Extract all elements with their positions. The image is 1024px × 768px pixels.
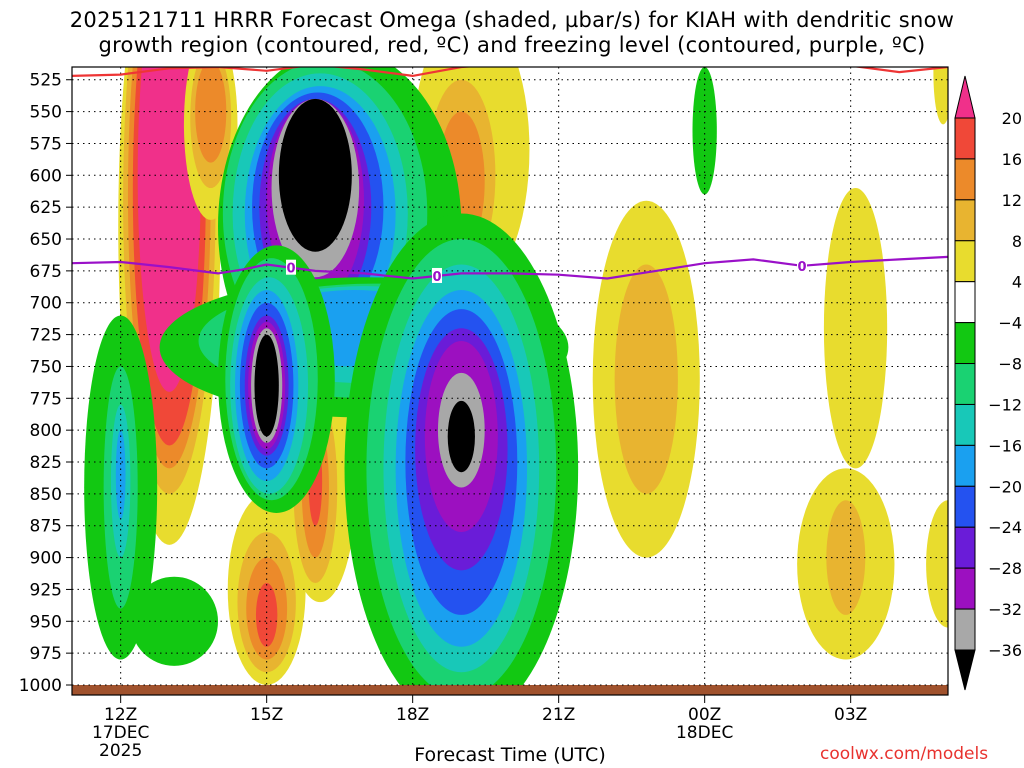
- freezing-level-line: [72, 255, 948, 280]
- omega-negative-region: [254, 334, 279, 437]
- colorbar-bin: [954, 608, 976, 651]
- y-tick-label: 850: [30, 485, 62, 505]
- contour-label-background: [797, 257, 807, 273]
- contour-label-background: [432, 267, 442, 283]
- colorbar-label: 20: [1002, 109, 1022, 128]
- y-axis-ticks: 525 550 575 600 625 650 675 700 725 750 775 800 825 8…: [19, 71, 72, 696]
- colorbar-bottom-arrow: [954, 649, 976, 691]
- freezing-level-contour-label: 0: [797, 260, 806, 275]
- y-tick-label: 600: [30, 166, 62, 186]
- colorbar-bin: [954, 322, 976, 365]
- colorbar-label: −20: [988, 477, 1022, 496]
- y-tick-label: 900: [30, 549, 62, 569]
- x-tick-date-label: 17DEC: [92, 723, 149, 743]
- y-tick-label: 950: [30, 612, 62, 632]
- omega-positive-region: [195, 67, 227, 163]
- watermark-link[interactable]: coolwx.com/models: [820, 744, 989, 764]
- colorbar-label: −12: [988, 395, 1022, 414]
- colorbar-bin: [954, 240, 976, 283]
- x-tick-label: 21Z: [542, 705, 575, 725]
- omega-positive-region: [255, 583, 278, 647]
- y-tick-label: 750: [30, 357, 62, 377]
- x-tick-label: 18Z: [396, 705, 429, 725]
- chart-title-line-2: growth region (contoured, red, ºC) and f…: [98, 33, 926, 57]
- freezing-level-contour-label: 0: [432, 270, 441, 285]
- x-tick-label: 00Z: [688, 705, 721, 725]
- y-tick-label: 625: [30, 198, 62, 218]
- chart-title-line-1: 2025121711 HRRR Forecast Omega (shaded, …: [69, 8, 955, 32]
- y-tick-label: 975: [30, 644, 62, 664]
- colorbar-label: 4: [1012, 273, 1022, 292]
- colorbar-label: −32: [988, 600, 1022, 619]
- colorbar-bin: [954, 444, 976, 487]
- colorbar-bin: [954, 363, 976, 405]
- x-axis-label: Forecast Time (UTC): [414, 744, 606, 766]
- omega-negative-region: [130, 576, 218, 666]
- y-tick-label: 525: [30, 71, 62, 91]
- y-tick-label: 800: [30, 421, 62, 441]
- ground-surface: [72, 685, 948, 695]
- x-tick-year-label: 2025: [99, 741, 142, 761]
- colorbar-label: 16: [1002, 150, 1022, 169]
- omega-positive-region: [933, 67, 948, 125]
- plot-frame: [71, 66, 949, 696]
- y-tick-label: 875: [30, 517, 62, 537]
- y-tick-label: 925: [30, 580, 62, 600]
- colorbar-bin: [954, 526, 976, 569]
- colorbar-top-arrow: [954, 75, 976, 119]
- colorbar-bin: [954, 281, 976, 324]
- colorbar: 20 16 12 8 4 −4 −8 −12 −16 −20 −24 −28 −32 −36: [954, 75, 1022, 691]
- y-tick-label: 1000: [19, 676, 62, 696]
- contour-label-background: [286, 259, 296, 275]
- y-tick-label: 550: [30, 103, 62, 123]
- colorbar-label: −8: [998, 355, 1022, 374]
- colorbar-label: −4: [998, 314, 1022, 333]
- y-tick-label: 675: [30, 262, 62, 282]
- colorbar-label: −16: [988, 436, 1022, 455]
- colorbar-bin: [954, 403, 976, 446]
- y-tick-label: 575: [30, 134, 62, 154]
- omega-positive-region: [614, 264, 678, 494]
- x-tick-date-label: 18DEC: [676, 723, 733, 743]
- grid-lines: [72, 67, 948, 686]
- x-tick-label: 03Z: [834, 705, 867, 725]
- omega-positive-region: [823, 188, 888, 469]
- y-tick-label: 725: [30, 326, 62, 346]
- omega-negative-region: [447, 400, 475, 473]
- temperature-contours: 0 0 0: [72, 67, 948, 285]
- omega-positive-region: [926, 500, 948, 628]
- freezing-level-contour-label: 0: [286, 262, 295, 277]
- colorbar-label: −24: [988, 518, 1022, 537]
- colorbar-bin: [954, 199, 976, 242]
- colorbar-label: −28: [988, 559, 1022, 578]
- colorbar-bin: [954, 485, 976, 528]
- y-tick-label: 775: [30, 389, 62, 409]
- omega-shaded-field: [84, 67, 948, 685]
- colorbar-bin: [954, 117, 976, 160]
- x-tick-label: 12Z: [104, 705, 137, 725]
- omega-positive-region: [826, 500, 866, 615]
- colorbar-bin: [954, 567, 976, 610]
- y-tick-label: 825: [30, 453, 62, 473]
- colorbar-label: −36: [988, 641, 1022, 660]
- y-tick-label: 700: [30, 294, 62, 314]
- omega-negative-region: [692, 67, 717, 195]
- colorbar-label: 8: [1012, 232, 1022, 251]
- colorbar-bin: [954, 158, 976, 201]
- x-tick-label: 15Z: [250, 705, 283, 725]
- colorbar-label: 12: [1002, 191, 1022, 210]
- y-tick-label: 650: [30, 230, 62, 250]
